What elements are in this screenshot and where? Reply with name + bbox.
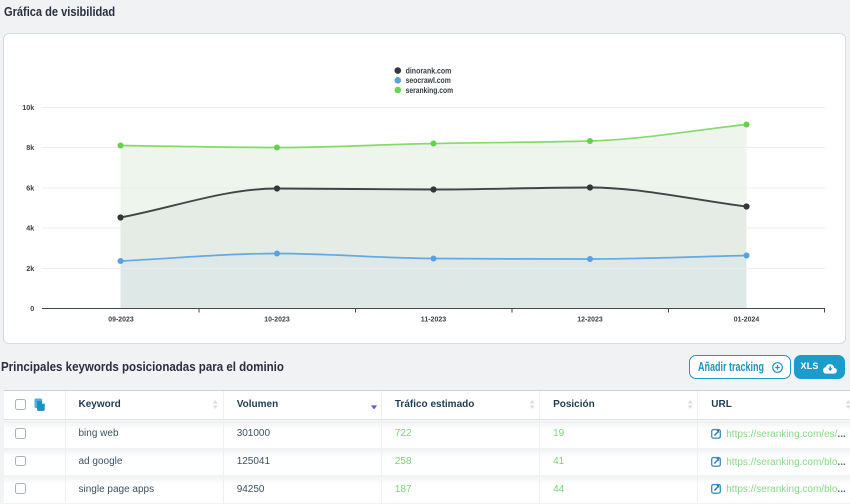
svg-text:2k: 2k	[26, 264, 34, 273]
svg-text:4k: 4k	[26, 224, 34, 233]
svg-text:10k: 10k	[22, 103, 34, 112]
svg-text:8k: 8k	[26, 143, 34, 152]
svg-text:01-2024: 01-2024	[734, 315, 760, 324]
svg-text:11-2023: 11-2023	[421, 315, 446, 324]
svg-text:6k: 6k	[26, 184, 34, 193]
svg-text:dinorank.com: dinorank.com	[406, 66, 452, 75]
svg-text:09-2023: 09-2023	[108, 315, 133, 324]
svg-text:10-2023: 10-2023	[264, 315, 289, 324]
svg-text:seranking.com: seranking.com	[406, 86, 454, 95]
svg-text:12-2023: 12-2023	[577, 315, 602, 324]
svg-text:0: 0	[30, 304, 34, 313]
svg-text:seocrawl.com: seocrawl.com	[406, 76, 451, 85]
